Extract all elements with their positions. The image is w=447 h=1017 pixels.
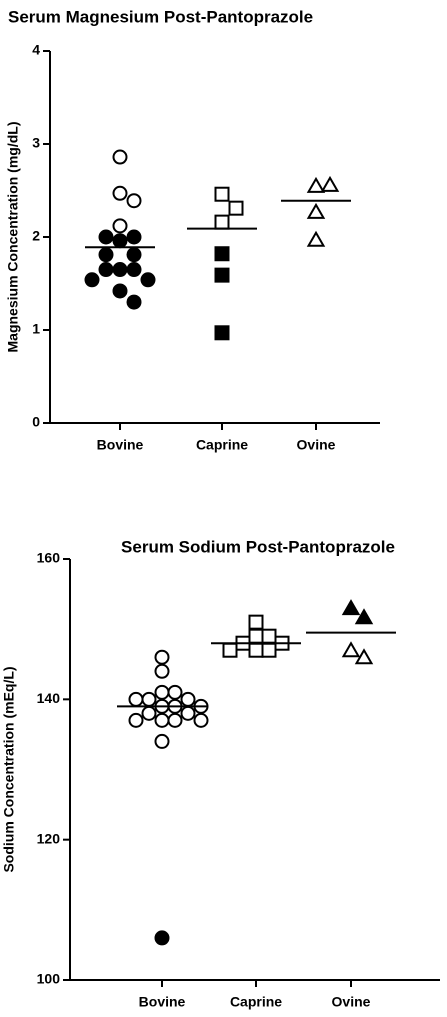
point [154, 930, 170, 946]
point [141, 691, 157, 707]
point [154, 684, 170, 700]
point [354, 608, 374, 625]
point [193, 712, 209, 728]
point [341, 641, 361, 658]
y-tick-label: 3 [32, 135, 40, 151]
point [228, 200, 244, 216]
point [154, 733, 170, 749]
y-tick-label: 140 [37, 690, 61, 706]
point [341, 599, 361, 616]
point [214, 267, 230, 283]
point [126, 294, 142, 310]
point [306, 176, 326, 193]
y-tick-label: 120 [37, 830, 61, 846]
point [320, 175, 340, 192]
y-tick-label: 2 [32, 228, 40, 244]
point [126, 247, 142, 263]
point [261, 642, 277, 658]
point [98, 247, 114, 263]
point [84, 272, 100, 288]
point [222, 642, 238, 658]
point [214, 325, 230, 341]
point [126, 262, 142, 278]
point [126, 193, 142, 209]
point [248, 614, 264, 630]
point [126, 229, 142, 245]
x-tick-label: Bovine [139, 994, 186, 1010]
point [180, 705, 196, 721]
point [214, 246, 230, 262]
y-tick-label: 100 [37, 971, 61, 987]
point [154, 663, 170, 679]
y-tick-label: 160 [37, 550, 61, 566]
x-tick-label: Caprine [196, 437, 248, 453]
point [248, 642, 264, 658]
point [98, 262, 114, 278]
point [112, 149, 128, 165]
y-tick-label: 0 [32, 414, 40, 430]
chart-title: Serum Magnesium Post-Pantoprazole [8, 7, 313, 26]
point [214, 214, 230, 230]
point [306, 230, 326, 247]
x-tick-label: Ovine [297, 437, 336, 453]
point [154, 649, 170, 665]
y-axis-label: Magnesium Concentration (mg/dL) [5, 122, 21, 353]
y-tick-label: 4 [32, 42, 40, 58]
point [214, 186, 230, 202]
point [354, 648, 374, 665]
y-axis-label: Sodium Concentration (mEq/L) [1, 666, 17, 872]
point [128, 712, 144, 728]
point [154, 712, 170, 728]
point [167, 684, 183, 700]
point [248, 628, 264, 644]
x-tick-label: Caprine [230, 994, 282, 1010]
point [167, 712, 183, 728]
point [112, 283, 128, 299]
point [306, 202, 326, 219]
point [112, 262, 128, 278]
chart-title: Serum Sodium Post-Pantoprazole [121, 537, 395, 556]
x-tick-label: Ovine [332, 994, 371, 1010]
point [112, 233, 128, 249]
point [98, 229, 114, 245]
point [128, 691, 144, 707]
point [140, 272, 156, 288]
y-tick-label: 1 [32, 321, 40, 337]
x-tick-label: Bovine [97, 437, 144, 453]
point [180, 691, 196, 707]
point [141, 705, 157, 721]
point [112, 185, 128, 201]
point [112, 218, 128, 234]
point [261, 628, 277, 644]
